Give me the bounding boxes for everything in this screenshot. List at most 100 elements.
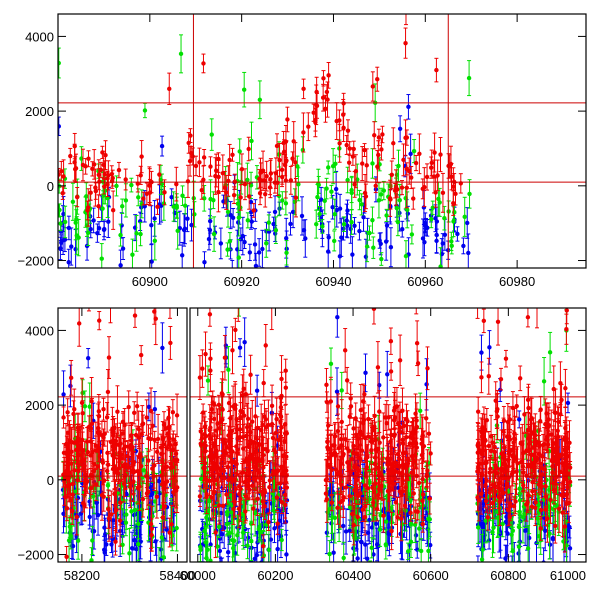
y-tick-label: 0 (47, 179, 54, 194)
data-point (316, 175, 321, 194)
data-point (341, 476, 346, 518)
data-point (365, 587, 369, 600)
data-point (493, 481, 498, 502)
data-point (377, 265, 381, 298)
data-point (477, 445, 483, 482)
data-point (132, 308, 138, 328)
data-point (106, 205, 111, 238)
data-point (65, 448, 70, 498)
data-point (301, 78, 306, 100)
data-point (562, 420, 568, 456)
data-point (219, 378, 225, 409)
data-point (220, 557, 225, 562)
data-point (211, 401, 217, 437)
data-point (329, 494, 334, 512)
data-point (207, 439, 213, 474)
data-point (202, 457, 208, 499)
data-point (168, 440, 174, 487)
data-point (74, 186, 80, 208)
data-point (231, 186, 237, 204)
data-point (429, 149, 434, 177)
data-point (230, 259, 235, 268)
data-point (357, 189, 362, 211)
data-point (157, 164, 162, 185)
data-point (58, 116, 62, 137)
data-point (347, 486, 352, 506)
x-tick-label: 60400 (335, 568, 371, 583)
data-point (80, 493, 86, 513)
data-point (559, 482, 564, 508)
data-point (268, 514, 274, 562)
data-point (525, 412, 531, 448)
data-point (58, 167, 61, 182)
data-point (230, 429, 235, 474)
data-point (209, 118, 214, 151)
data-point (266, 399, 271, 451)
data-point (277, 143, 282, 178)
data-point (352, 476, 357, 504)
data-point (207, 215, 213, 245)
data-point (438, 247, 443, 268)
data-point (120, 535, 125, 555)
data-point (388, 446, 394, 497)
data-point (550, 515, 556, 562)
data-point (108, 308, 113, 324)
data-point (488, 414, 494, 458)
data-point (349, 175, 354, 211)
data-point (433, 177, 438, 208)
data-point (332, 230, 337, 252)
data-point (384, 400, 389, 447)
data-point (556, 437, 562, 478)
data-point (293, 177, 299, 218)
data-point (227, 143, 232, 176)
data-point (272, 499, 277, 523)
data-point (352, 217, 357, 235)
x-tick-label: 61000 (550, 568, 586, 583)
data-point (301, 112, 306, 153)
data-point (509, 517, 514, 553)
data-point (118, 480, 123, 526)
data-point (490, 487, 495, 519)
data-point (493, 452, 498, 479)
data-point (68, 423, 73, 460)
bottom-frame (189, 307, 587, 563)
data-point (127, 528, 132, 562)
data-point (490, 472, 495, 498)
data-point (421, 430, 427, 462)
data-point (72, 132, 77, 160)
data-point (267, 460, 272, 514)
data-point (264, 228, 269, 258)
data-point (434, 57, 439, 83)
data-point (334, 192, 339, 228)
data-point (423, 218, 428, 233)
data-point (205, 365, 211, 396)
data-point (284, 240, 289, 266)
bottom-plot-area (197, 184, 573, 600)
data-point (516, 511, 522, 543)
data-point (253, 252, 259, 268)
data-point (230, 326, 235, 375)
data-point (504, 455, 510, 487)
data-point (255, 416, 260, 440)
data-point (237, 338, 243, 358)
data-point (529, 495, 535, 518)
data-point (101, 481, 106, 512)
data-point (269, 308, 274, 331)
data-point (535, 184, 539, 204)
data-point (230, 208, 236, 228)
data-point (170, 399, 176, 426)
data-point (478, 473, 484, 515)
data-point (114, 175, 119, 197)
bottom-segment: 58200 58400 (57, 307, 196, 583)
data-point (123, 168, 128, 191)
data-point (351, 140, 356, 158)
data-point (380, 456, 385, 501)
data-point (68, 147, 73, 165)
data-point (372, 395, 377, 437)
data-point (88, 184, 93, 201)
data-point (341, 216, 347, 232)
data-point (236, 308, 241, 322)
data-point (269, 414, 275, 434)
data-point (197, 355, 203, 401)
data-point (180, 185, 185, 207)
